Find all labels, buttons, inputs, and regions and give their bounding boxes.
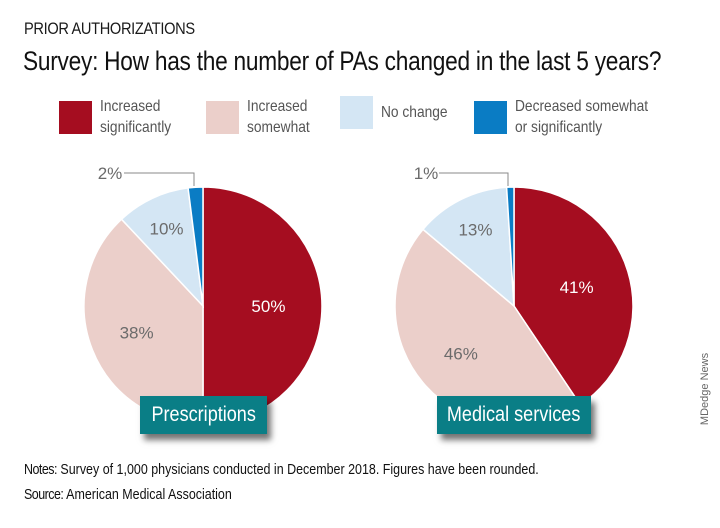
data-label: 10% (150, 219, 184, 238)
source-text: American Medical Association (63, 487, 232, 503)
leader-line (439, 172, 509, 186)
data-label: 50% (251, 297, 285, 316)
data-label: 13% (458, 220, 492, 239)
legend-item-decreased: Decreased somewhat or significantly (474, 96, 670, 138)
credit: MDedge News (699, 352, 711, 426)
pie-prescriptions: 50% 38% 10% 2% (83, 164, 323, 426)
legend-swatch (340, 96, 373, 129)
notes-text: Survey of 1,000 physicians conducted in … (56, 462, 539, 478)
leader-line (124, 172, 195, 186)
slice-increased-significantly (513, 186, 634, 406)
notes-label: Notes: (24, 462, 57, 478)
data-label: 41% (560, 278, 594, 297)
legend-item-no-change: No change (340, 96, 458, 129)
legend-item-increased-significantly: Increased significantly (59, 96, 183, 138)
data-label: 46% (444, 345, 478, 364)
source-label: Source: (24, 487, 64, 503)
panel-title: Medical services (447, 403, 581, 426)
panel-label-prescriptions: Prescriptions (140, 396, 267, 434)
legend-label: Increased somewhat (247, 98, 310, 136)
slice-decreased (187, 186, 204, 307)
slice-no-change (120, 187, 205, 309)
data-label: 2% (98, 164, 123, 183)
pie-medical-services: 41% 46% 13% 1% (394, 164, 634, 426)
legend-label: No change (381, 104, 448, 121)
slice-no-change (421, 186, 515, 308)
legend-label: Decreased somewhat or significantly (515, 98, 649, 136)
source: Source: American Medical Association (24, 487, 232, 503)
legend-swatch (474, 100, 507, 134)
data-label: 38% (120, 323, 154, 342)
legend-swatch (206, 100, 239, 134)
data-label: 1% (414, 164, 439, 183)
legend-label: Increased significantly (100, 98, 172, 136)
legend-swatch (59, 100, 92, 134)
panel-title: Prescriptions (151, 403, 256, 426)
chart-title: Survey: How has the number of PAs change… (23, 46, 662, 76)
chart-kicker: PRIOR AUTHORIZATIONS (24, 19, 195, 38)
legend-item-increased-somewhat: Increased somewhat (206, 96, 320, 138)
slice-decreased (505, 186, 515, 307)
panel-label-medical-services: Medical services (437, 396, 591, 434)
notes: Notes: Survey of 1,000 physicians conduc… (24, 462, 539, 478)
